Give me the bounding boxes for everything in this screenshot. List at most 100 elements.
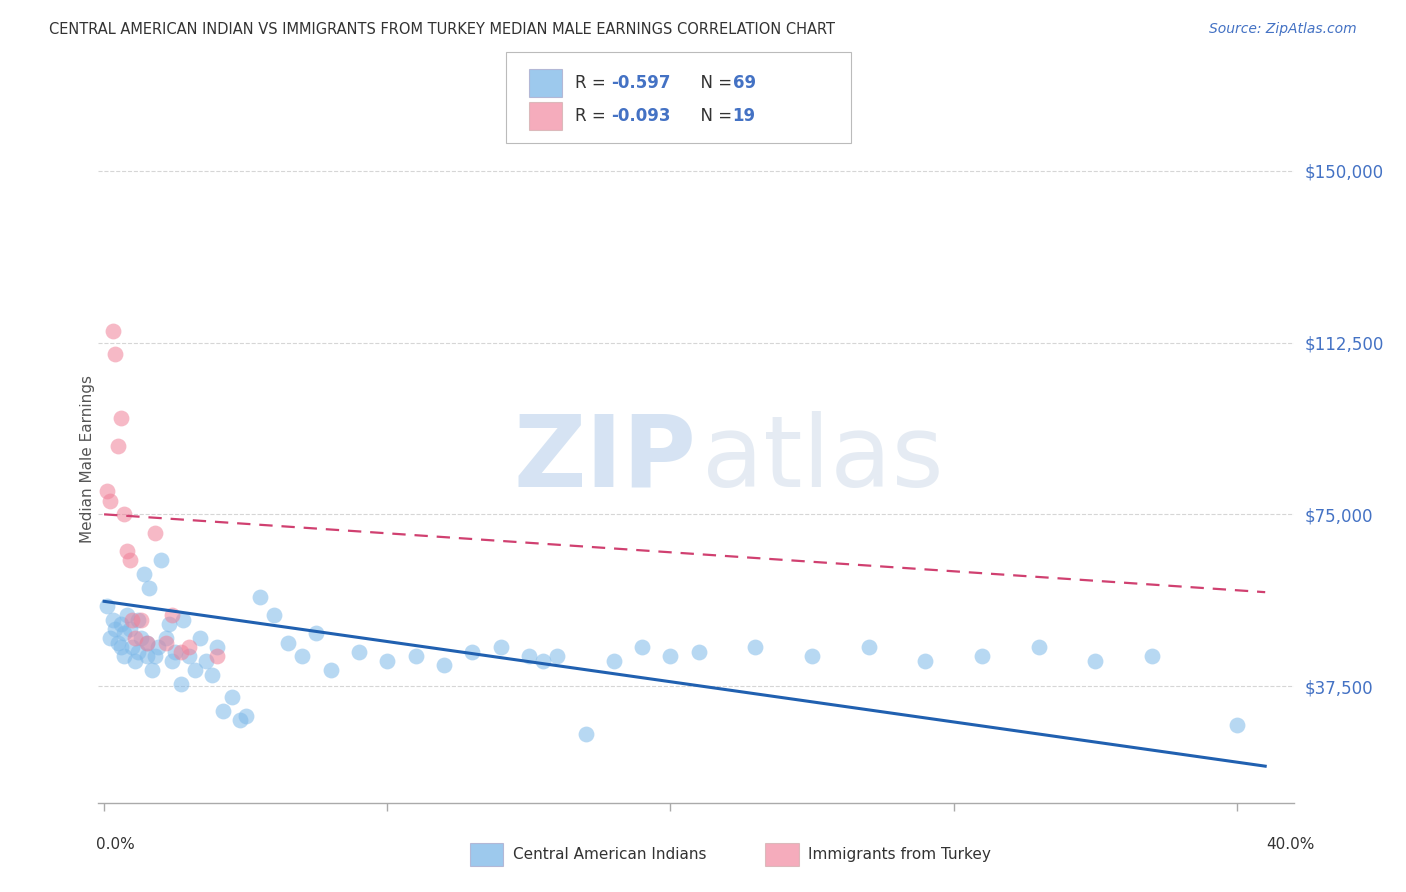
Point: [135, 649, 157, 664]
Point: [207, 649, 229, 664]
Point: [101, 613, 124, 627]
Point: [183, 663, 205, 677]
Point: [127, 613, 149, 627]
Point: [744, 640, 766, 654]
Point: [914, 654, 936, 668]
Point: [801, 649, 824, 664]
Point: [163, 645, 186, 659]
Point: [124, 631, 146, 645]
Point: [115, 544, 138, 558]
Point: [319, 663, 342, 677]
Point: [249, 590, 271, 604]
Text: R =: R =: [575, 107, 612, 125]
Point: [96, 484, 118, 499]
Point: [110, 617, 132, 632]
Point: [121, 613, 143, 627]
Point: [347, 645, 370, 659]
Point: [517, 649, 540, 664]
Point: [277, 635, 299, 649]
Point: [157, 617, 180, 632]
Point: [631, 640, 654, 654]
Point: [659, 649, 682, 664]
Point: [305, 626, 328, 640]
Text: 0.0%: 0.0%: [96, 837, 135, 852]
Point: [101, 324, 124, 338]
Text: N =: N =: [690, 107, 738, 125]
Point: [132, 566, 155, 581]
Point: [160, 654, 183, 668]
Text: Source: ZipAtlas.com: Source: ZipAtlas.com: [1209, 22, 1357, 37]
Point: [129, 613, 152, 627]
Point: [433, 658, 456, 673]
Point: [177, 640, 200, 654]
Text: -0.093: -0.093: [612, 107, 671, 125]
Point: [129, 631, 152, 645]
Point: [98, 631, 121, 645]
Point: [112, 626, 135, 640]
Text: 69: 69: [733, 74, 755, 92]
Point: [229, 714, 252, 728]
Point: [143, 649, 166, 664]
Point: [461, 645, 484, 659]
Point: [546, 649, 568, 664]
Text: N =: N =: [690, 74, 738, 92]
Point: [195, 654, 218, 668]
Point: [115, 608, 138, 623]
Text: 40.0%: 40.0%: [1267, 837, 1315, 852]
Point: [110, 640, 132, 654]
Point: [112, 508, 135, 522]
Text: R =: R =: [575, 74, 612, 92]
Point: [121, 640, 143, 654]
Point: [160, 608, 183, 623]
Point: [169, 645, 191, 659]
Point: [104, 347, 127, 361]
Point: [177, 649, 200, 664]
Point: [146, 640, 169, 654]
Point: [118, 553, 141, 567]
Point: [98, 493, 121, 508]
Y-axis label: Median Male Earnings: Median Male Earnings: [80, 376, 94, 543]
Point: [489, 640, 512, 654]
Point: [574, 727, 596, 741]
Text: CENTRAL AMERICAN INDIAN VS IMMIGRANTS FROM TURKEY MEDIAN MALE EARNINGS CORRELATI: CENTRAL AMERICAN INDIAN VS IMMIGRANTS FR…: [49, 22, 835, 37]
Point: [107, 439, 129, 453]
Text: Immigrants from Turkey: Immigrants from Turkey: [808, 847, 991, 862]
Point: [143, 525, 166, 540]
Point: [135, 635, 157, 649]
Point: [155, 631, 177, 645]
Point: [110, 411, 132, 425]
Point: [135, 635, 157, 649]
Point: [207, 640, 229, 654]
Point: [1226, 718, 1249, 732]
Point: [603, 654, 626, 668]
Text: atlas: atlas: [702, 411, 943, 508]
Point: [201, 667, 224, 681]
Point: [405, 649, 427, 664]
Text: -0.597: -0.597: [612, 74, 671, 92]
Point: [1140, 649, 1163, 664]
Point: [235, 708, 257, 723]
Text: Central American Indians: Central American Indians: [513, 847, 707, 862]
Point: [172, 613, 194, 627]
Point: [107, 635, 129, 649]
Point: [1028, 640, 1050, 654]
Point: [858, 640, 880, 654]
Point: [212, 704, 235, 718]
Point: [127, 645, 149, 659]
Point: [112, 649, 135, 664]
Point: [970, 649, 993, 664]
Point: [1084, 654, 1107, 668]
Point: [104, 622, 127, 636]
Point: [190, 631, 212, 645]
Point: [155, 635, 177, 649]
Point: [688, 645, 710, 659]
Point: [291, 649, 314, 664]
Point: [141, 663, 163, 677]
Point: [531, 654, 554, 668]
Point: [169, 677, 191, 691]
Point: [118, 622, 141, 636]
Point: [124, 654, 146, 668]
Point: [375, 654, 398, 668]
Point: [263, 608, 285, 623]
Point: [149, 553, 172, 567]
